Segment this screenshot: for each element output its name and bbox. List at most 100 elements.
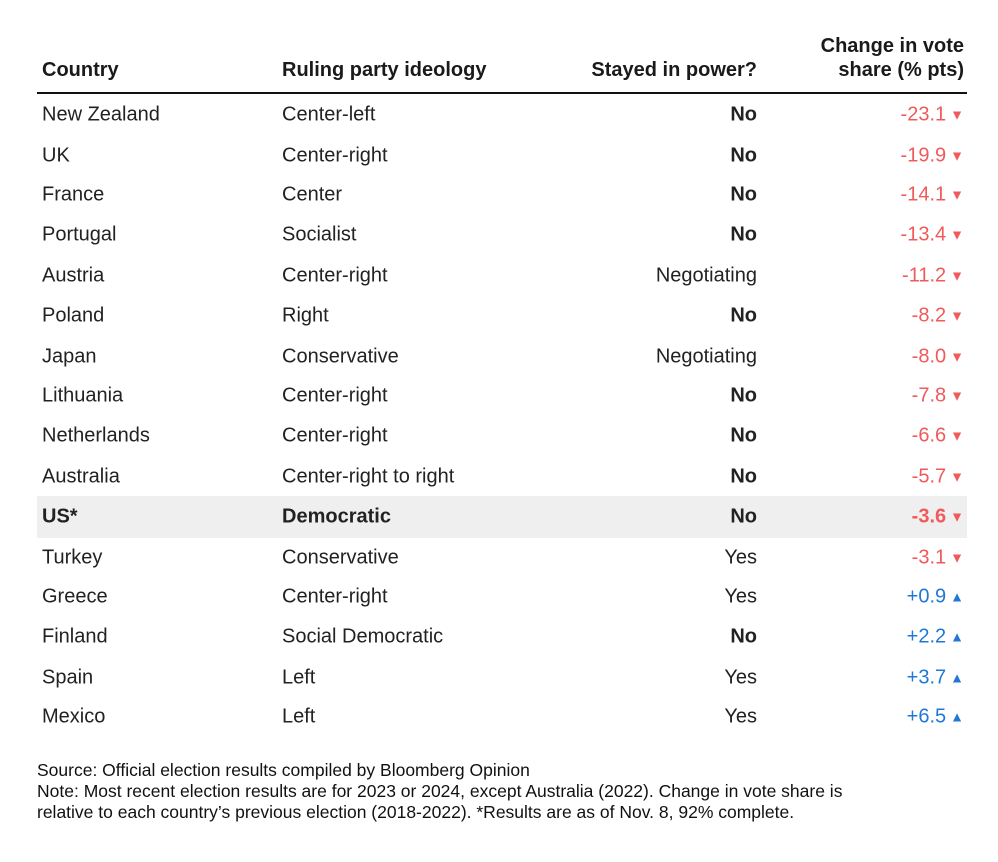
vote-change-value: +2.2 [906, 625, 947, 648]
vote-change-cell: -23.1 ▼ [901, 104, 964, 127]
up-triangle-icon: ▲ [950, 708, 964, 724]
stayed-in-power-cell: No [730, 465, 757, 487]
up-triangle-icon: ▲ [950, 588, 964, 604]
table-row: Finland Social Democratic No +2.2 ▲ [37, 616, 967, 658]
vote-change-cell: +2.2 ▲ [907, 626, 964, 649]
country-cell: Portugal [42, 223, 117, 246]
vote-change-value: -6.6 [911, 424, 947, 447]
table-row: Poland Right No -8.2 ▼ [37, 295, 967, 337]
country-cell: France [42, 183, 105, 205]
ideology-cell: Center [282, 183, 343, 205]
table-row: Japan Conservative Negotiating -8.0 ▼ [37, 337, 967, 376]
ideology-cell: Center-right [282, 264, 388, 286]
ideology-cell: Center-right to right [282, 465, 455, 487]
down-triangle-icon: ▼ [950, 387, 964, 403]
vote-change-cell: -5.7 ▼ [912, 465, 964, 488]
stayed-in-power-cell: No [730, 144, 757, 166]
vote-change-cell: -19.9 ▼ [901, 144, 964, 167]
vote-change-cell: +0.9 ▲ [907, 585, 964, 608]
ideology-cell: Conservative [282, 345, 399, 367]
table-row: Portugal Socialist No -13.4 ▼ [37, 214, 967, 256]
ideology-cell: Democratic [282, 505, 391, 528]
vote-change-value: -13.4 [900, 223, 947, 246]
down-triangle-icon: ▼ [950, 226, 964, 243]
ideology-cell: Conservative [282, 546, 399, 568]
country-cell: Turkey [42, 546, 103, 568]
country-cell: US* [42, 505, 78, 528]
stayed-in-power-cell: Yes [724, 585, 757, 607]
vote-change-cell: -13.4 ▼ [901, 224, 964, 247]
country-cell: Greece [42, 585, 108, 607]
note-line-2: relative to each country’s previous elec… [37, 802, 795, 822]
source-note: Source: Official election results compil… [37, 760, 530, 780]
ideology-cell: Center-left [282, 103, 376, 126]
country-cell: Mexico [42, 705, 106, 727]
ideology-cell: Left [282, 666, 316, 688]
vote-change-value: -3.1 [911, 546, 947, 568]
table-row: New Zealand Center-left No -23.1 ▼ [37, 94, 967, 136]
table-row: Lithuania Center-right No -7.8 ▼ [37, 376, 967, 415]
vote-change-cell: -3.6 ▼ [912, 506, 964, 529]
vote-change-value: +0.9 [906, 585, 947, 607]
table-row: Turkey Conservative Yes -3.1 ▼ [37, 538, 967, 577]
down-triangle-icon: ▼ [950, 549, 964, 565]
country-cell: Lithuania [42, 384, 124, 406]
vote-change-value: -14.1 [900, 183, 947, 205]
down-triangle-icon: ▼ [950, 106, 964, 123]
header-stayed-in-power: Stayed in power? [591, 59, 757, 81]
down-triangle-icon: ▼ [950, 508, 964, 525]
table-row: Spain Left Yes +3.7 ▲ [37, 658, 967, 697]
stayed-in-power-cell: No [730, 505, 757, 528]
vote-change-value: +3.7 [906, 666, 947, 688]
table-header: Country Ruling party ideology Stayed in … [37, 30, 967, 94]
vote-change-value: -11.2 [902, 264, 947, 286]
vote-change-cell: +6.5 ▲ [907, 705, 964, 728]
country-cell: New Zealand [42, 103, 160, 126]
stayed-in-power-cell: Negotiating [655, 264, 757, 286]
vote-change-cell: -8.2 ▼ [912, 305, 964, 328]
vote-change-cell: +3.7 ▲ [907, 666, 964, 689]
note-line-1: Note: Most recent election results are f… [37, 781, 843, 801]
ideology-cell: Center-right [282, 585, 388, 607]
down-triangle-icon: ▼ [950, 468, 964, 484]
country-cell: Spain [42, 666, 94, 688]
country-cell: Poland [42, 304, 105, 327]
country-cell: UK [42, 144, 70, 166]
header-country: Country [42, 59, 119, 81]
table-row: Austria Center-right Negotiating -11.2 ▼ [37, 256, 967, 295]
vote-change-value: -23.1 [900, 103, 947, 126]
vote-change-cell: -7.8 ▼ [912, 384, 964, 407]
vote-change-cell: -8.0 ▼ [912, 345, 964, 368]
footnotes: Source: Official election results compil… [37, 760, 967, 823]
table-body: New Zealand Center-left No -23.1 ▼ UK Center-r… [37, 94, 967, 736]
stayed-in-power-cell: No [730, 183, 757, 205]
stayed-in-power-cell: No [730, 384, 757, 406]
country-cell: Australia [42, 465, 120, 487]
header-change-line2: share (% pts) [838, 59, 964, 81]
down-triangle-icon: ▼ [950, 186, 964, 202]
stayed-in-power-cell: No [730, 304, 757, 327]
country-cell: Finland [42, 625, 108, 648]
stayed-in-power-cell: Yes [724, 666, 757, 688]
ideology-cell: Left [282, 705, 316, 727]
down-triangle-icon: ▼ [950, 427, 964, 444]
vote-change-cell: -14.1 ▼ [901, 183, 964, 206]
header-change-line1: Change in vote [820, 35, 964, 57]
vote-change-value: -5.7 [911, 465, 947, 487]
header-ideology: Ruling party ideology [282, 59, 487, 81]
up-triangle-icon: ▲ [950, 669, 964, 685]
stayed-in-power-cell: No [730, 223, 757, 246]
header-vote-share-change: Change in vote share (% pts) [821, 34, 964, 82]
vote-change-value: -7.8 [911, 384, 947, 406]
down-triangle-icon: ▼ [950, 147, 964, 163]
stayed-in-power-cell: No [730, 424, 757, 447]
ideology-cell: Center-right [282, 384, 388, 406]
country-cell: Netherlands [42, 424, 150, 447]
ideology-cell: Center-right [282, 144, 388, 166]
stayed-in-power-cell: No [730, 625, 757, 648]
down-triangle-icon: ▼ [950, 267, 964, 283]
stayed-in-power-cell: Negotiating [655, 345, 757, 367]
ideology-cell: Center-right [282, 424, 388, 447]
table-row: Netherlands Center-right No -6.6 ▼ [37, 415, 967, 457]
table-row: Australia Center-right to right No -5.7 ▼ [37, 457, 967, 496]
